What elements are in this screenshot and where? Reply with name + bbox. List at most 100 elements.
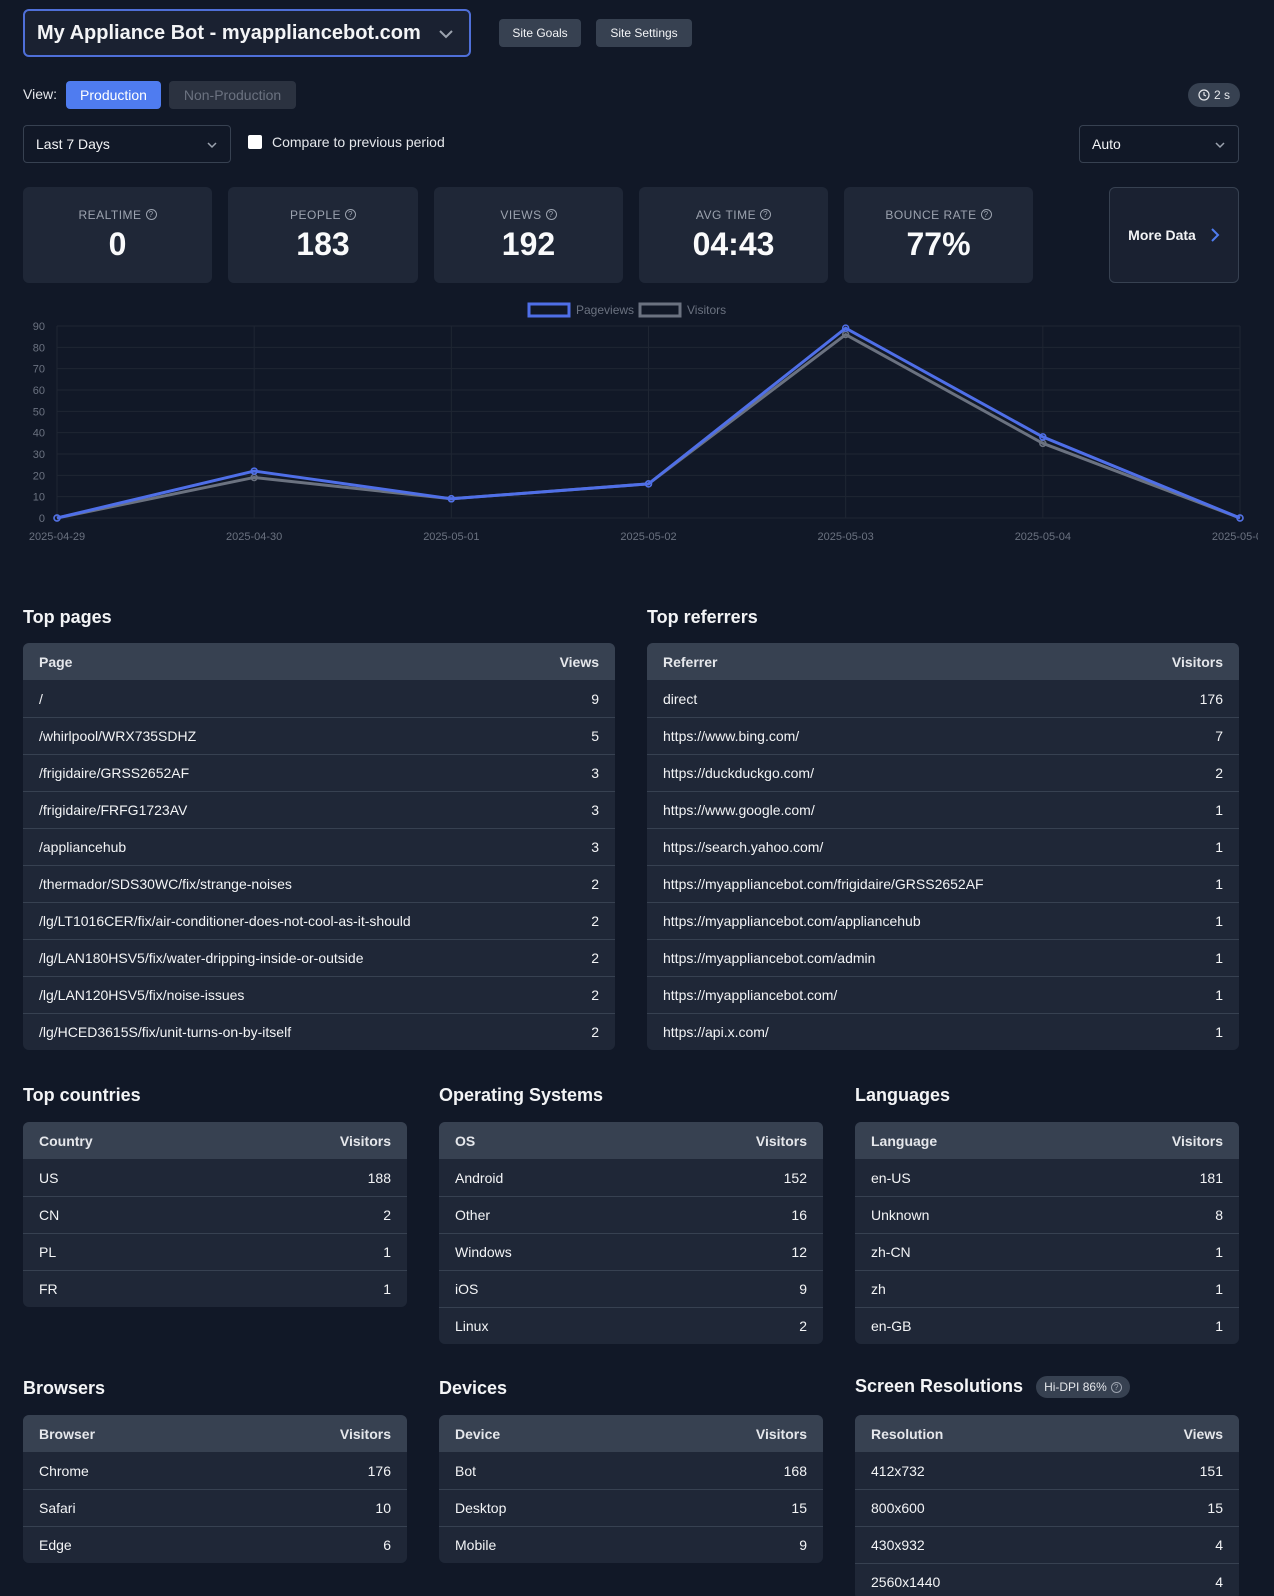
legend-label: Visitors [687, 303, 726, 317]
row-label: Edge [39, 1537, 72, 1553]
row-label: 800x600 [871, 1500, 925, 1516]
row-value: 1 [1215, 1024, 1223, 1040]
info-icon[interactable]: ? [980, 209, 992, 220]
row-value: 2 [591, 987, 599, 1003]
table-row: Safari 10 [23, 1489, 407, 1526]
y-tick-label: 70 [33, 364, 45, 376]
row-value: 1 [383, 1281, 391, 1297]
table-row: /lg/LAN120HSV5/fix/noise-issues 2 [23, 976, 615, 1013]
data-point-pageviews [53, 514, 61, 522]
row-label: /thermador/SDS30WC/fix/strange-noises [39, 876, 292, 892]
y-tick-label: 0 [39, 513, 45, 525]
chevron-down-icon [1215, 142, 1225, 149]
x-tick-label: 2025-05-03 [818, 531, 874, 543]
info-icon[interactable]: ? [345, 209, 357, 220]
stat-card-views: VIEWS? 192 [434, 187, 623, 283]
table-header: Language Visitors [855, 1122, 1239, 1159]
site-settings-button[interactable]: Site Settings [596, 19, 692, 47]
table-row: en-GB 1 [855, 1307, 1239, 1344]
row-value: 15 [1207, 1500, 1223, 1516]
table-row: Chrome 176 [23, 1452, 407, 1489]
screen-resolutions-table: Resolution Views 412x732 151 800x600 15 430x93… [855, 1415, 1239, 1596]
devices-table: Device Visitors Bot 168 Desktop 15 Mobile 9 [439, 1415, 823, 1563]
clock-icon [1198, 89, 1210, 101]
table-row: en-US 181 [855, 1159, 1239, 1196]
y-tick-label: 80 [33, 342, 45, 354]
site-goals-button[interactable]: Site Goals [499, 19, 581, 47]
row-label: https://www.bing.com/ [663, 728, 800, 744]
table-row: CN 2 [23, 1196, 407, 1233]
data-point-pageviews [644, 480, 653, 488]
top-referrers-table: Referrer Visitors direct 176 https://www.bin… [647, 643, 1239, 1050]
table-row: /frigidaire/GRSS2652AF 3 [23, 754, 615, 791]
x-tick-label: 2025-05-05 [1212, 531, 1258, 543]
row-label: /frigidaire/FRFG1723AV [39, 802, 188, 818]
table-row: Android 152 [439, 1159, 823, 1196]
table-row: https://myappliancebot.com/frigidaire/GR… [647, 865, 1239, 902]
table-row: Mobile 9 [439, 1526, 823, 1563]
row-label: https://myappliancebot.com/frigidaire/GR… [663, 876, 984, 892]
table-header: Country Visitors [23, 1122, 407, 1159]
nonproduction-button[interactable]: Non-Production [169, 81, 296, 109]
production-button[interactable]: Production [66, 81, 161, 109]
stat-card-people: PEOPLE? 183 [228, 187, 418, 283]
row-label: /whirlpool/WRX735SDHZ [39, 728, 197, 744]
row-value: 2 [591, 913, 599, 929]
row-label: Linux [455, 1318, 489, 1334]
row-value: 3 [591, 839, 599, 855]
site-selector[interactable]: My Appliance Bot - myappliancebot.com [23, 9, 471, 57]
top-pages-table: Page Views/9/whirlpool/WRX735SDHZ 5/frigid… [23, 643, 615, 1050]
row-value: 176 [1199, 690, 1223, 707]
row-label: en-GB [871, 1318, 912, 1334]
row-label: Android [455, 1169, 504, 1186]
date-range-select[interactable]: Last 7 Days [23, 125, 231, 163]
table-row: 412x732 151 [855, 1452, 1239, 1489]
row-value: 168 [783, 1462, 807, 1479]
row-value: 10 [375, 1500, 391, 1516]
row-value: 1 [1215, 802, 1223, 818]
compare-label: Compare to previous period [272, 134, 445, 150]
column-header-label: Browser [39, 1425, 96, 1442]
row-label: https://duckduckgo.com/ [663, 765, 814, 781]
chevron-down-icon [207, 142, 217, 149]
table-row: /frigidaire/FRFG1723AV 3 [23, 791, 615, 828]
row-label: CN [39, 1207, 60, 1223]
stat-card-bounce-rate: BOUNCE RATE? 77% [844, 187, 1033, 283]
row-label: Bot [455, 1462, 477, 1479]
column-header-label: Referrer [663, 653, 718, 670]
data-point-pageviews [447, 495, 456, 503]
table-row: /thermador/SDS30WC/fix/strange-noises 2 [23, 865, 615, 902]
interval-select[interactable]: Auto [1079, 125, 1239, 163]
top-countries-table: Country Visitors US 188 CN 2 PL 1 FR 1 [23, 1122, 407, 1307]
table-row: FR 1 [23, 1270, 407, 1307]
compare-toggle[interactable]: Compare to previous period [248, 134, 445, 150]
info-icon[interactable]: ? [1110, 1381, 1122, 1393]
table-row: /9 [23, 680, 615, 717]
table-header: Device Visitors [439, 1415, 823, 1452]
compare-checkbox[interactable] [248, 135, 262, 149]
info-icon[interactable]: ? [760, 209, 772, 220]
row-label: Windows [455, 1244, 512, 1260]
browsers-table: Browser Visitors Chrome 176 Safari 10 Edge 6 [23, 1415, 407, 1563]
row-label: https://api.x.com/ [663, 1024, 769, 1040]
info-icon[interactable]: ? [545, 209, 557, 220]
x-tick-label: 2025-05-01 [423, 531, 479, 543]
table-row: https://duckduckgo.com/2 [647, 754, 1239, 791]
table-row: /whirlpool/WRX735SDHZ 5 [23, 717, 615, 754]
column-header-value: Visitors [1171, 1132, 1223, 1149]
table-row: https://myappliancebot.com/appliancehub 1 [647, 902, 1239, 939]
row-value: 1 [1215, 1281, 1223, 1297]
stat-value: 192 [501, 225, 556, 262]
row-value: 3 [591, 765, 599, 781]
table-row: https://search.yahoo.com/1 [647, 828, 1239, 865]
stat-label: AVG TIME [695, 207, 757, 222]
row-label: PL [39, 1244, 57, 1260]
row-value: 7 [1215, 728, 1223, 744]
row-label: Other [455, 1207, 491, 1223]
table-row: Bot 168 [439, 1452, 823, 1489]
info-icon[interactable]: ? [145, 209, 157, 220]
top-referrers-title: Top referrers [647, 607, 758, 627]
more-data-button[interactable]: More Data [1109, 187, 1239, 283]
row-label: /lg/LT1016CER/fix/air-conditioner-does-n… [39, 913, 411, 929]
row-value: 1 [1215, 1244, 1223, 1260]
